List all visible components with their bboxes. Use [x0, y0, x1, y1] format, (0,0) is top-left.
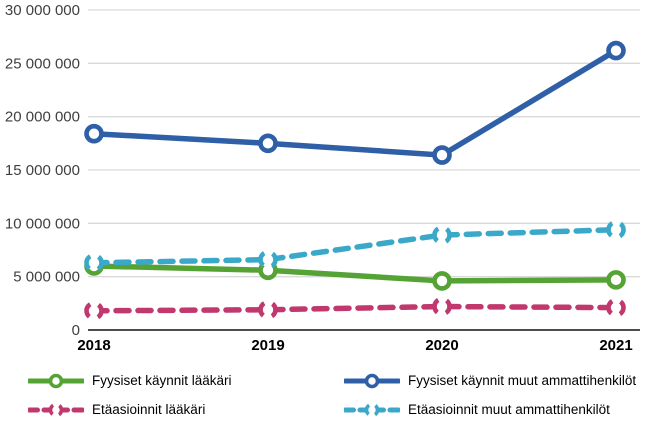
data-point-marker — [258, 299, 278, 320]
y-axis-tick-label: 5 000 000 — [13, 269, 80, 286]
blue-solid-line-marker-icon — [344, 371, 400, 391]
data-point-marker — [432, 145, 452, 165]
data-point-marker — [84, 300, 104, 321]
legend-label: Etäasioinnit muut ammattihenkilöt — [408, 402, 610, 417]
green-solid-line-marker-icon — [28, 371, 84, 391]
series-line-3 — [91, 226, 619, 266]
y-axis-tick-label: 30 000 000 — [5, 2, 80, 19]
data-point-marker — [432, 271, 452, 291]
legend-item-fyysiset-kaynnit-muut: Fyysiset käynnit muut ammattihenkilöt — [344, 371, 648, 391]
legend-item-etaasioinnit-laakari: Etäasioinnit lääkäri — [28, 400, 344, 420]
data-point-marker — [258, 133, 278, 154]
cyan-dashed-line-marker-icon — [344, 400, 400, 420]
x-axis-tick-label: 2019 — [251, 337, 284, 354]
pink-dashed-line-marker-icon — [28, 400, 84, 420]
legend-item-fyysiset-kaynnit-laakari: Fyysiset käynnit lääkäri — [28, 371, 344, 391]
legend-item-etaasioinnit-muut: Etäasioinnit muut ammattihenkilöt — [344, 400, 648, 420]
data-point-marker — [606, 219, 626, 240]
chart-plot-area: 0 5 000 000 10 000 000 15 000 000 20 000 000… — [5, 2, 640, 354]
legend-label: Etäasioinnit lääkäri — [92, 402, 206, 417]
chart-legend: Fyysiset käynnit lääkäri Fyysiset käynni… — [0, 358, 648, 424]
legend-label: Fyysiset käynnit lääkäri — [92, 373, 232, 388]
x-axis-tick-label: 2018 — [77, 337, 110, 354]
data-point-marker — [84, 252, 104, 273]
series-line-1 — [91, 47, 619, 158]
legend-label: Fyysiset käynnit muut ammattihenkilöt — [408, 373, 637, 388]
y-axis-tick-label: 15 000 000 — [5, 162, 80, 179]
data-point-marker — [432, 225, 452, 245]
series-line-2 — [91, 303, 619, 314]
data-point-marker — [606, 270, 626, 290]
data-point-marker — [258, 249, 278, 270]
x-axis-tick-label: 2020 — [425, 337, 458, 354]
data-point-marker — [606, 297, 626, 318]
data-point-marker — [84, 123, 104, 144]
y-axis-tick-label: 20 000 000 — [5, 109, 80, 126]
data-point-marker — [606, 40, 626, 61]
y-axis-tick-label: 0 — [72, 322, 80, 339]
y-axis-tick-label: 25 000 000 — [5, 55, 80, 72]
y-axis-tick-label: 10 000 000 — [5, 215, 80, 232]
data-point-marker — [432, 296, 452, 317]
x-axis-tick-label: 2021 — [599, 337, 632, 354]
series-line-0 — [91, 263, 619, 284]
